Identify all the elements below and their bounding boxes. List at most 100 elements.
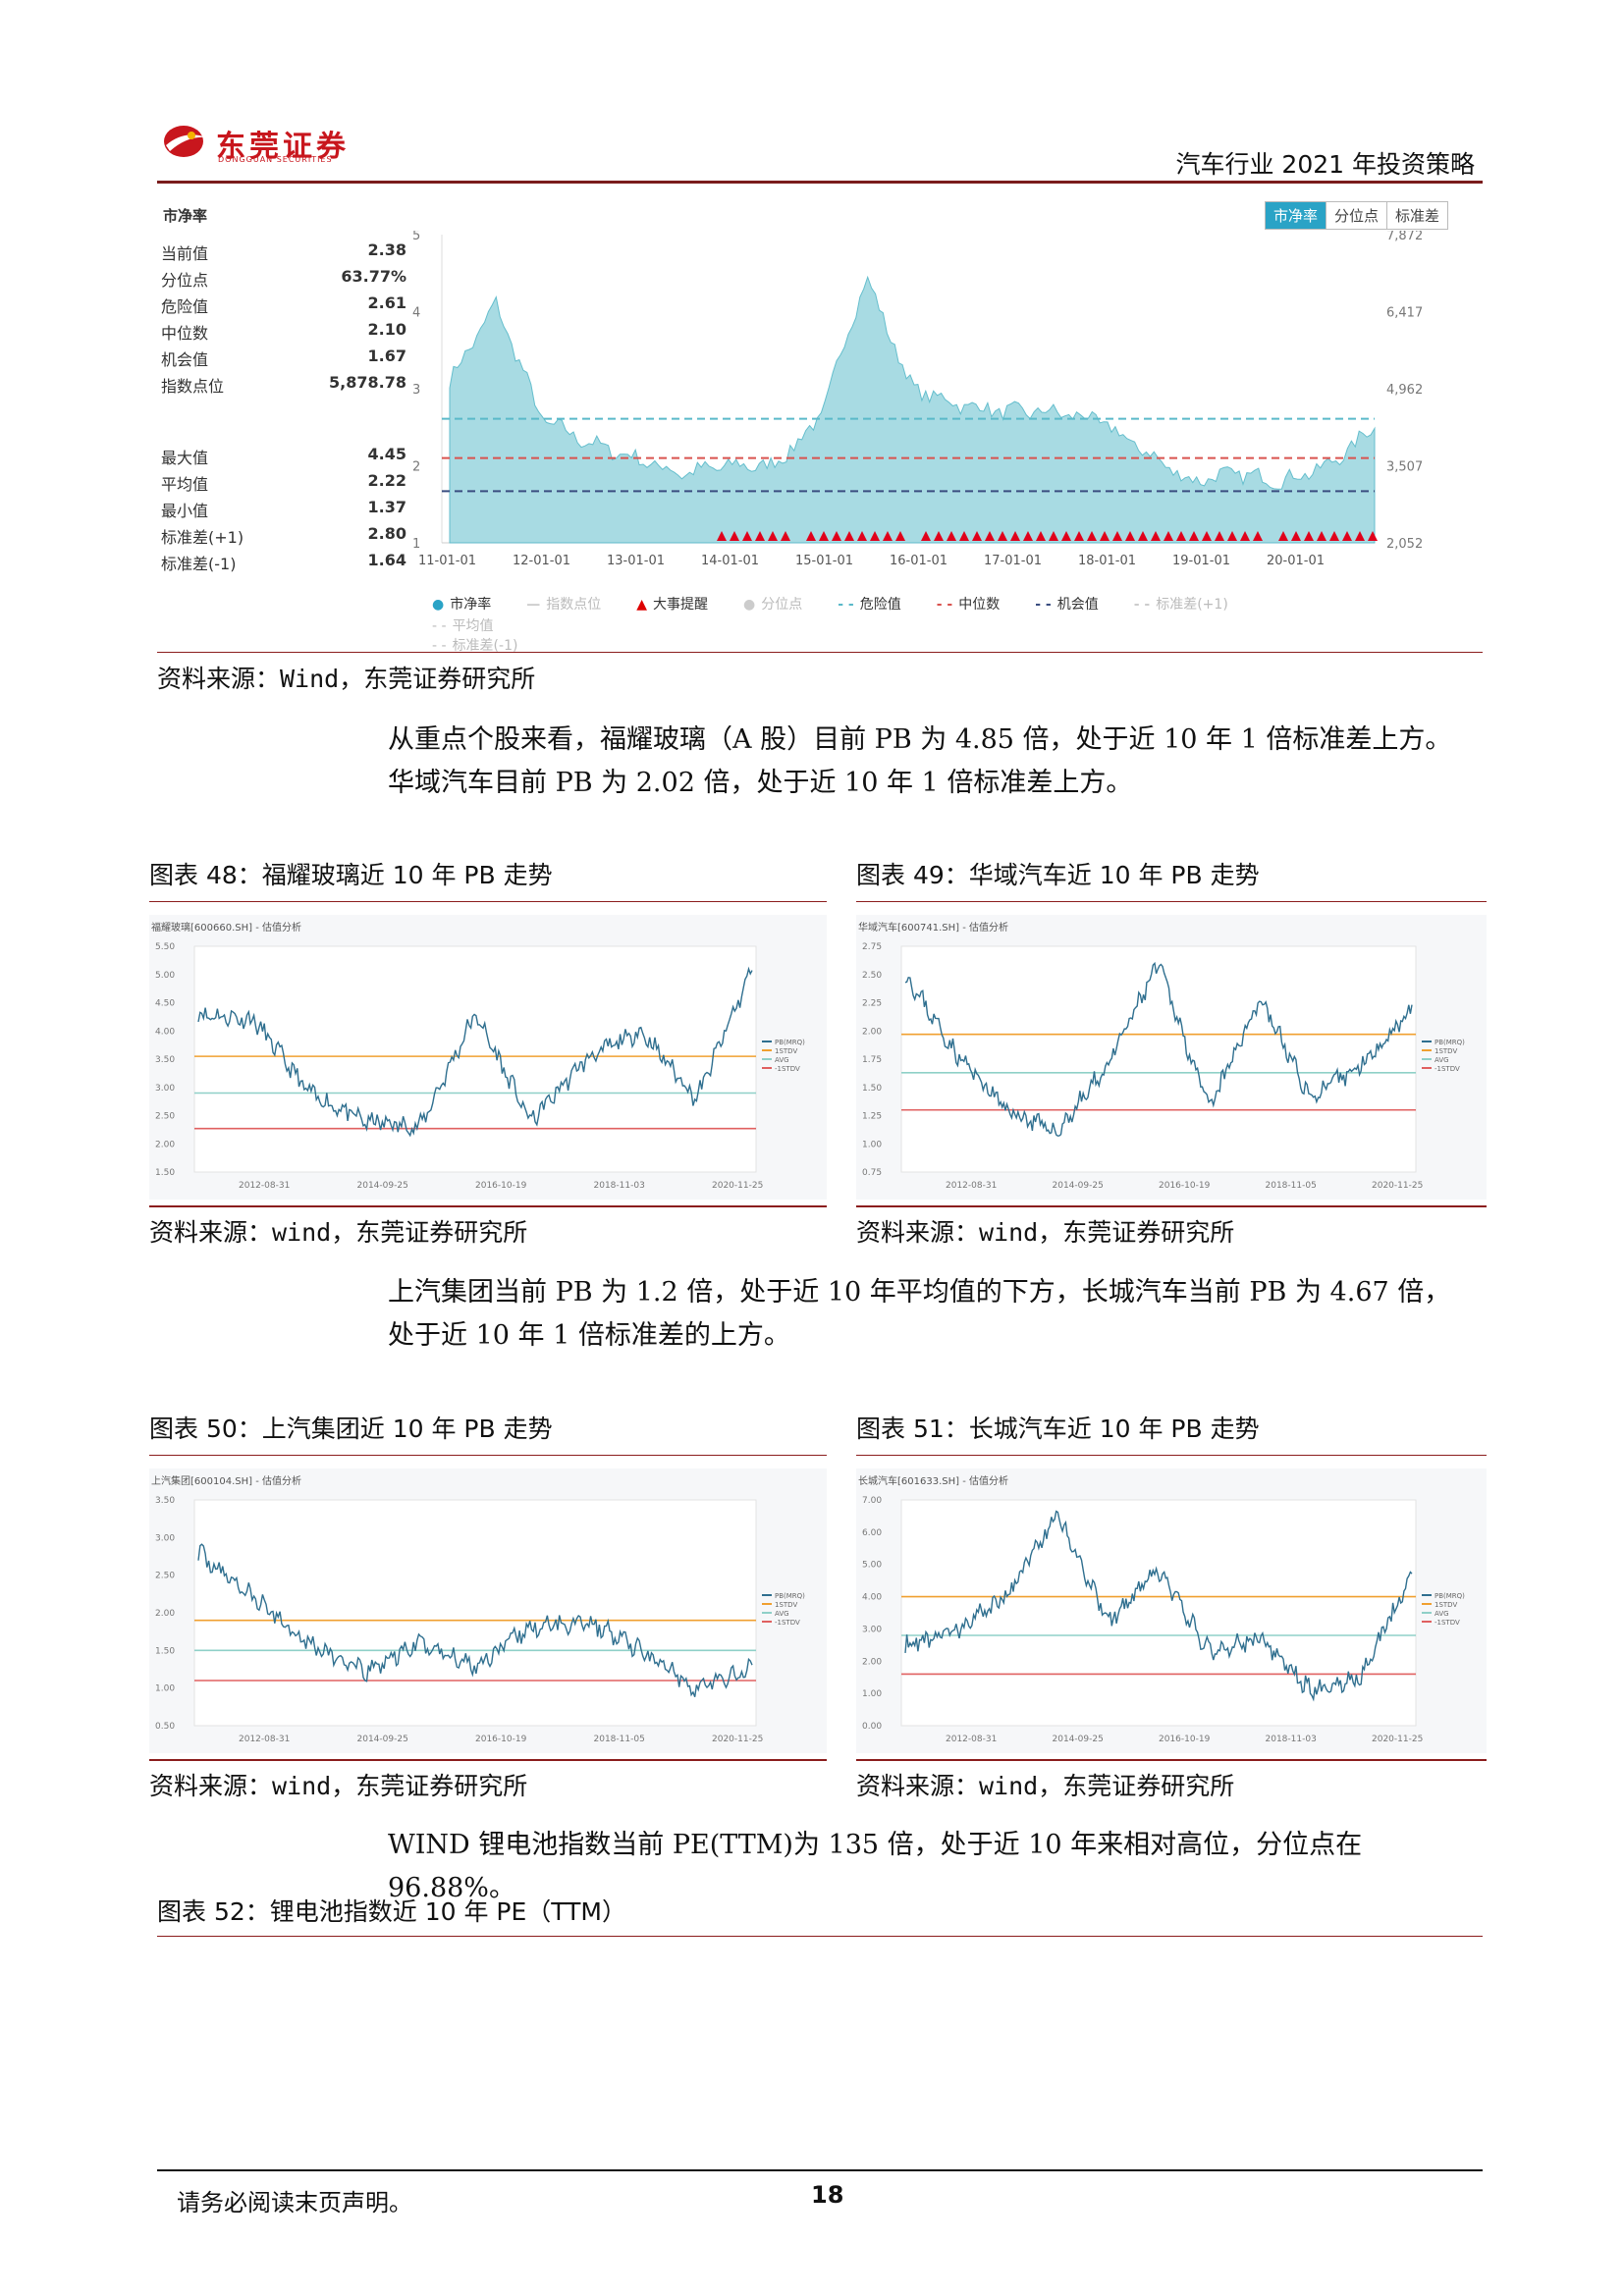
x-tick: 2018-11-03 — [1266, 1735, 1317, 1744]
event-marker — [1253, 531, 1263, 541]
legend-item[interactable]: - - 标准差(-1) — [432, 635, 1463, 655]
tab-stdev[interactable]: 标准差 — [1386, 202, 1447, 229]
paragraph-1-line-2: 华域汽车目前 PB 为 2.02 倍，处于近 10 年 1 倍标准差上方。 — [388, 768, 1133, 798]
x-tick: 2020-11-25 — [1372, 1181, 1423, 1191]
legend-item[interactable]: - - 危险值 — [838, 594, 901, 614]
stat-label: 最大值 — [161, 449, 209, 467]
event-marker — [1023, 531, 1033, 541]
fig51-title: 图表 51：长城汽车近 10 年 PB 走势 — [856, 1415, 1260, 1443]
stat-value: 1.64 — [367, 551, 406, 569]
y-right-tick: 7,872 — [1386, 231, 1423, 243]
x-tick: 2020-11-25 — [712, 1181, 763, 1191]
fig51-source: 资料来源：wind，东莞证券研究所 — [856, 1772, 1235, 1800]
legend-swatch-icon: - - — [432, 618, 447, 634]
y-tick: 5.00 — [862, 1561, 882, 1571]
y-tick: 3.50 — [155, 1496, 175, 1506]
legend-item[interactable]: - - 机会值 — [1035, 594, 1099, 614]
legend-label: 1STDV — [1435, 1601, 1457, 1609]
legend-label: 1STDV — [775, 1047, 797, 1055]
y-tick: 1.00 — [155, 1684, 175, 1694]
y-tick: 2.50 — [155, 1112, 175, 1122]
legend-item[interactable]: ● 分位点 — [743, 594, 802, 614]
legend-item[interactable]: - - 平均值 — [432, 615, 1463, 635]
paragraph-2-line-1: 上汽集团当前 PB 为 1.2 倍，处于近 10 年平均值的下方，长城汽车当前 … — [388, 1277, 1451, 1308]
y-tick: 1.25 — [862, 1112, 882, 1122]
event-marker — [1125, 531, 1135, 541]
y-tick: 0.75 — [862, 1168, 882, 1178]
x-tick: 2016-10-19 — [1159, 1181, 1211, 1191]
legend-label: AVG — [1435, 1610, 1449, 1618]
stat-value: 2.22 — [367, 471, 406, 490]
x-tick: 2020-11-25 — [1372, 1735, 1423, 1744]
y-tick: 1.00 — [862, 1689, 882, 1699]
pb-area — [449, 275, 1376, 544]
x-tick: 19-01-01 — [1172, 554, 1230, 568]
event-marker — [1227, 531, 1237, 541]
stat-value: 4.45 — [367, 445, 406, 463]
stat-value: 2.38 — [367, 240, 406, 259]
chart-tabs: 市净率 分位点 标准差 — [1265, 201, 1449, 230]
stat-label: 危险值 — [161, 297, 209, 316]
event-marker — [1368, 531, 1378, 541]
legend-item[interactable]: ▲ 大事提醒 — [636, 594, 708, 614]
legend-label: 标准差(-1) — [452, 638, 518, 654]
tab-percentile[interactable]: 分位点 — [1326, 202, 1386, 229]
paragraph-1-line-1: 从重点个股来看，福耀玻璃（A 股）目前 PB 为 4.85 倍，处于近 10 年… — [388, 724, 1452, 755]
y-tick: 2.00 — [155, 1609, 175, 1619]
legend-item[interactable]: ● 市净率 — [432, 594, 491, 614]
header: 东莞证券 DONGGUAN SECURITIES 汽车行业 2021 年投资策略 — [0, 0, 1624, 187]
event-marker — [1100, 531, 1110, 541]
event-marker — [755, 531, 765, 541]
fig49-title-rule — [856, 901, 1487, 902]
stat-label: 机会值 — [161, 350, 209, 369]
fig50-bottom-rule — [149, 1759, 827, 1761]
x-tick: 2016-10-19 — [475, 1735, 527, 1744]
fig52-title-rule — [157, 1936, 1483, 1937]
top-chart-panel: 市净率 当前值 2.38 分位点 63.77% 危险值 2.61 中位数 2.10 机会值 1.6… — [157, 191, 1483, 654]
event-marker — [1355, 531, 1365, 541]
legend-label: 标准差(+1) — [1156, 597, 1228, 613]
y-tick: 1.00 — [862, 1140, 882, 1149]
event-marker — [1304, 531, 1314, 541]
fig50-title-rule — [149, 1455, 827, 1456]
stat-label: 中位数 — [161, 324, 209, 343]
stats-block-current: 当前值 2.38 分位点 63.77% 危险值 2.61 中位数 2.10 机会值 1.67 指数点… — [161, 240, 406, 400]
event-marker — [1138, 531, 1148, 541]
y-left-tick: 2 — [412, 460, 420, 475]
fig48-title-rule — [149, 901, 827, 902]
chart-caption: 福耀玻璃[600660.SH] - 估值分析 — [151, 921, 301, 934]
event-marker — [1151, 531, 1161, 541]
legend-item[interactable]: — 指数点位 — [526, 594, 601, 614]
fig49-bottom-rule — [856, 1205, 1487, 1207]
x-tick: 15-01-01 — [795, 554, 853, 568]
stat-label: 最小值 — [161, 502, 209, 520]
y-tick: 4.00 — [862, 1593, 882, 1603]
paragraph-3: WIND 锂电池指数当前 PE(TTM)为 135 倍，处于近 10 年来相对高… — [388, 1830, 1363, 1903]
y-tick: 2.25 — [862, 999, 882, 1009]
stat-row: 最小值 1.37 — [161, 498, 406, 524]
event-marker — [1010, 531, 1020, 541]
legend-item[interactable]: - - 标准差(+1) — [1134, 594, 1228, 614]
pb-line — [904, 1510, 1413, 1702]
x-tick: 20-01-01 — [1267, 554, 1325, 568]
event-marker — [1317, 531, 1326, 541]
fig48-title: 图表 48：福耀玻璃近 10 年 PB 走势 — [149, 861, 553, 889]
plot-area — [900, 945, 1417, 1173]
event-marker — [1112, 531, 1122, 541]
event-marker — [1074, 531, 1084, 541]
legend-item[interactable]: - - 中位数 — [937, 594, 1001, 614]
x-tick: 2012-08-31 — [946, 1735, 997, 1744]
legend-label: 1STDV — [775, 1601, 797, 1609]
x-tick: 2018-11-05 — [1266, 1181, 1317, 1191]
y-left-tick: 5 — [412, 231, 420, 243]
pb-area-chart: 5 4 3 2 1 7,872 6,417 4,962 3,507 2,052 11-01-01 12… — [412, 231, 1423, 568]
top-chart-bottom-rule — [157, 652, 1483, 653]
event-marker — [895, 531, 905, 541]
event-marker — [1176, 531, 1186, 541]
legend-swatch-icon: — — [526, 597, 541, 613]
event-marker — [730, 531, 739, 541]
legend-label: 危险值 — [859, 597, 901, 613]
y-tick: 4.50 — [155, 999, 175, 1009]
tab-pb[interactable]: 市净率 — [1266, 202, 1326, 229]
stat-value: 1.37 — [367, 498, 406, 516]
